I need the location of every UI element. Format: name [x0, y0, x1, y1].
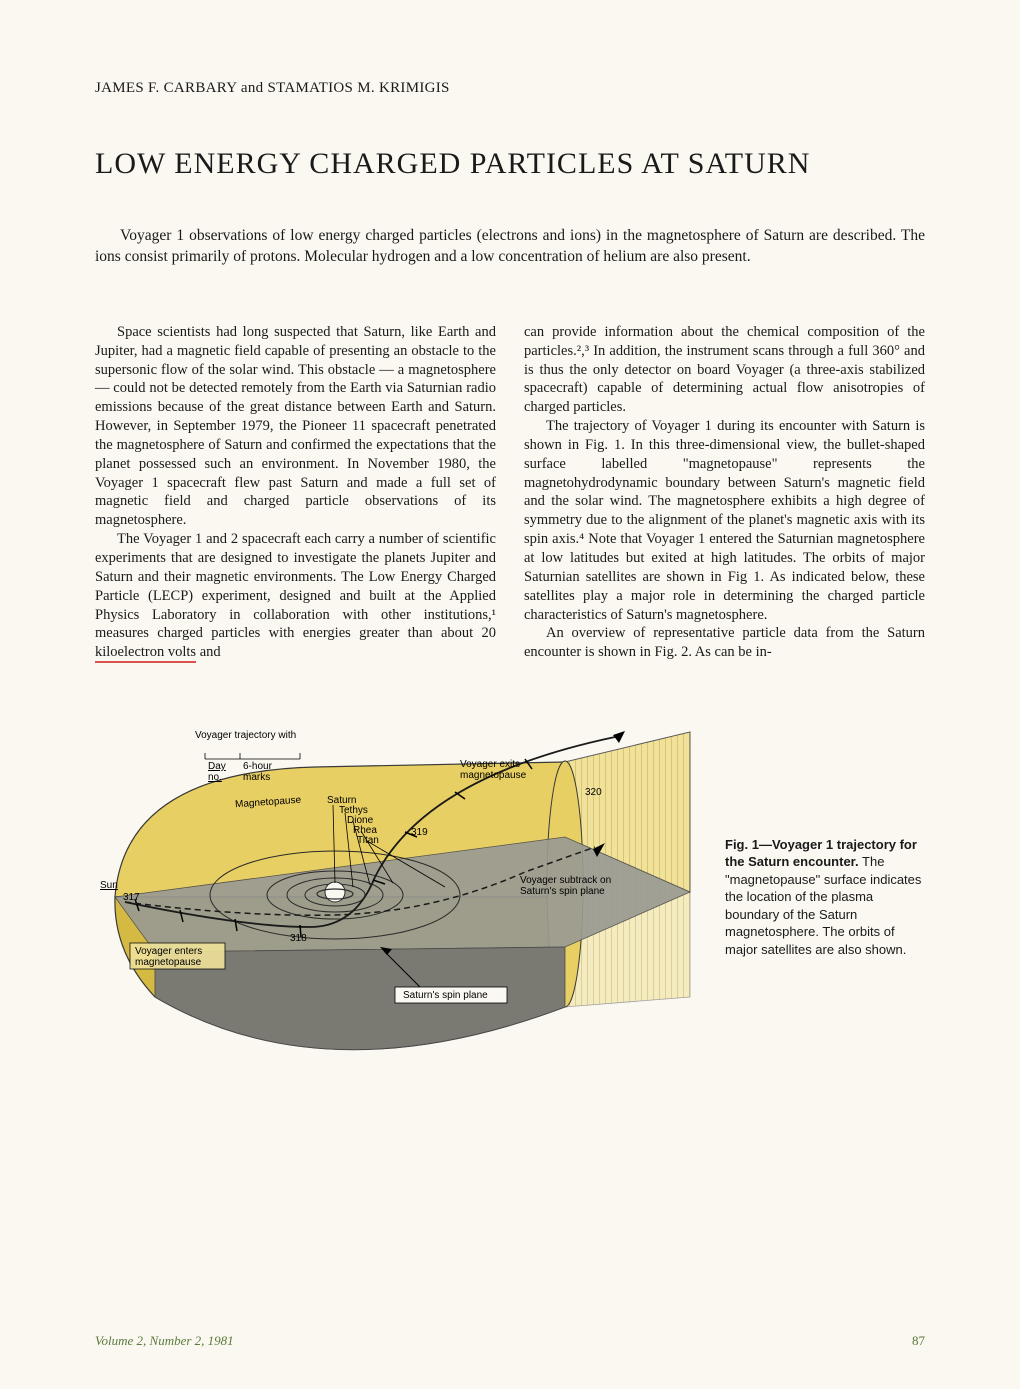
label-six-hour: 6-hour marks — [243, 761, 272, 783]
para-2: The Voyager 1 and 2 spacecraft each carr… — [95, 530, 496, 662]
label-enters: Voyager enters magnetopause — [135, 946, 202, 968]
caption-body: The "magnetopause" surface indicates the… — [725, 854, 921, 957]
label-318: 318 — [290, 933, 307, 944]
figure-1-caption: Fig. 1—Voyager 1 trajectory for the Satu… — [725, 836, 925, 959]
label-subtrack: Voyager subtrack on Saturn's spin plane — [520, 875, 611, 897]
paper-title: LOW ENERGY CHARGED PARTICLES AT SATURN — [95, 147, 925, 181]
footer-issue: Volume 2, Number 2, 1981 — [95, 1333, 234, 1349]
figure-1: Voyager trajectory with Day no. 6-hour m… — [95, 697, 925, 1097]
page-footer: Volume 2, Number 2, 1981 87 — [95, 1333, 925, 1349]
figure-1-diagram: Voyager trajectory with Day no. 6-hour m… — [95, 697, 705, 1097]
label-exits: Voyager exits magnetopause — [460, 759, 526, 781]
label-traj-header: Voyager trajectory with — [195, 730, 296, 741]
label-spinplane: Saturn's spin plane — [403, 990, 488, 1001]
label-sun: Sun — [100, 880, 118, 891]
label-day-no: Day no. — [208, 761, 226, 783]
underlined-term: kiloelectron volts — [95, 644, 196, 663]
para-2c: and — [196, 644, 221, 660]
column-right: can provide information about the chemic… — [524, 323, 925, 662]
abstract: Voyager 1 observations of low energy cha… — [95, 226, 925, 268]
authors: JAMES F. CARBARY and STAMATIOS M. KRIMIG… — [95, 80, 925, 97]
column-left: Space scientists had long suspected that… — [95, 323, 496, 662]
footer-page-number: 87 — [912, 1333, 925, 1349]
para-5: An overview of representative particle d… — [524, 624, 925, 662]
label-317: 317 — [123, 892, 140, 903]
label-319: 319 — [411, 827, 428, 838]
caption-title: Fig. 1—Voyager 1 trajectory for the Satu… — [725, 837, 917, 870]
label-320: 320 — [585, 787, 602, 798]
body-columns: Space scientists had long suspected that… — [95, 323, 925, 662]
para-4: The trajectory of Voyager 1 during its e… — [524, 417, 925, 624]
para-1: Space scientists had long suspected that… — [95, 323, 496, 530]
para-2a: The Voyager 1 and 2 spacecraft each carr… — [95, 531, 496, 641]
para-3: can provide information about the chemic… — [524, 323, 925, 417]
label-titan: Titan — [357, 835, 379, 846]
